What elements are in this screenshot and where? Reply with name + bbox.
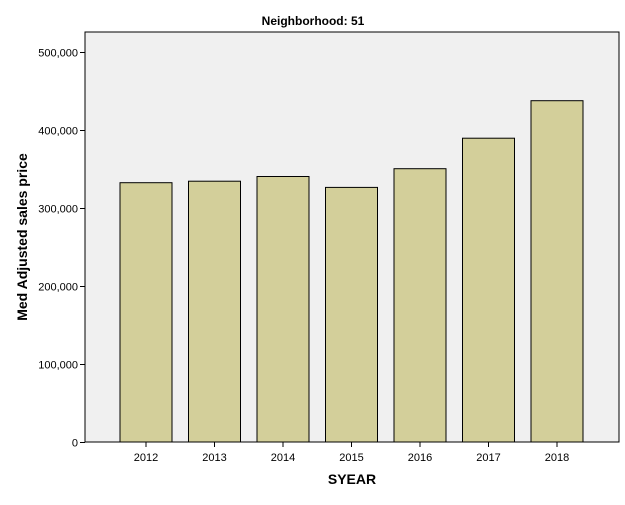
y-tick-label: 500,000: [38, 48, 78, 60]
x-tick-label: 2014: [271, 452, 295, 464]
x-tick-label: 2012: [134, 452, 158, 464]
x-tick-label: 2013: [202, 452, 226, 464]
y-tick-label: 200,000: [38, 282, 78, 294]
bar: [325, 186, 378, 443]
chart-title: Neighborhood: 51: [262, 14, 365, 28]
x-tick-label: 2018: [545, 452, 569, 464]
x-tick-label: 2015: [339, 452, 363, 464]
bar: [119, 182, 173, 443]
y-tick-label: 300,000: [38, 204, 78, 216]
bar: [256, 176, 310, 443]
x-tick-label: 2017: [476, 452, 500, 464]
y-tick-label: 0: [72, 438, 78, 450]
x-tick-label: 2016: [408, 452, 432, 464]
bar: [393, 168, 447, 443]
y-axis-label: Med Adjusted sales price: [14, 153, 30, 321]
x-axis-label: SYEAR: [328, 471, 376, 487]
bar: [188, 180, 241, 443]
y-tick-label: 100,000: [38, 360, 78, 372]
bar: [530, 100, 584, 443]
bar: [462, 137, 515, 443]
y-tick-label: 400,000: [38, 126, 78, 138]
